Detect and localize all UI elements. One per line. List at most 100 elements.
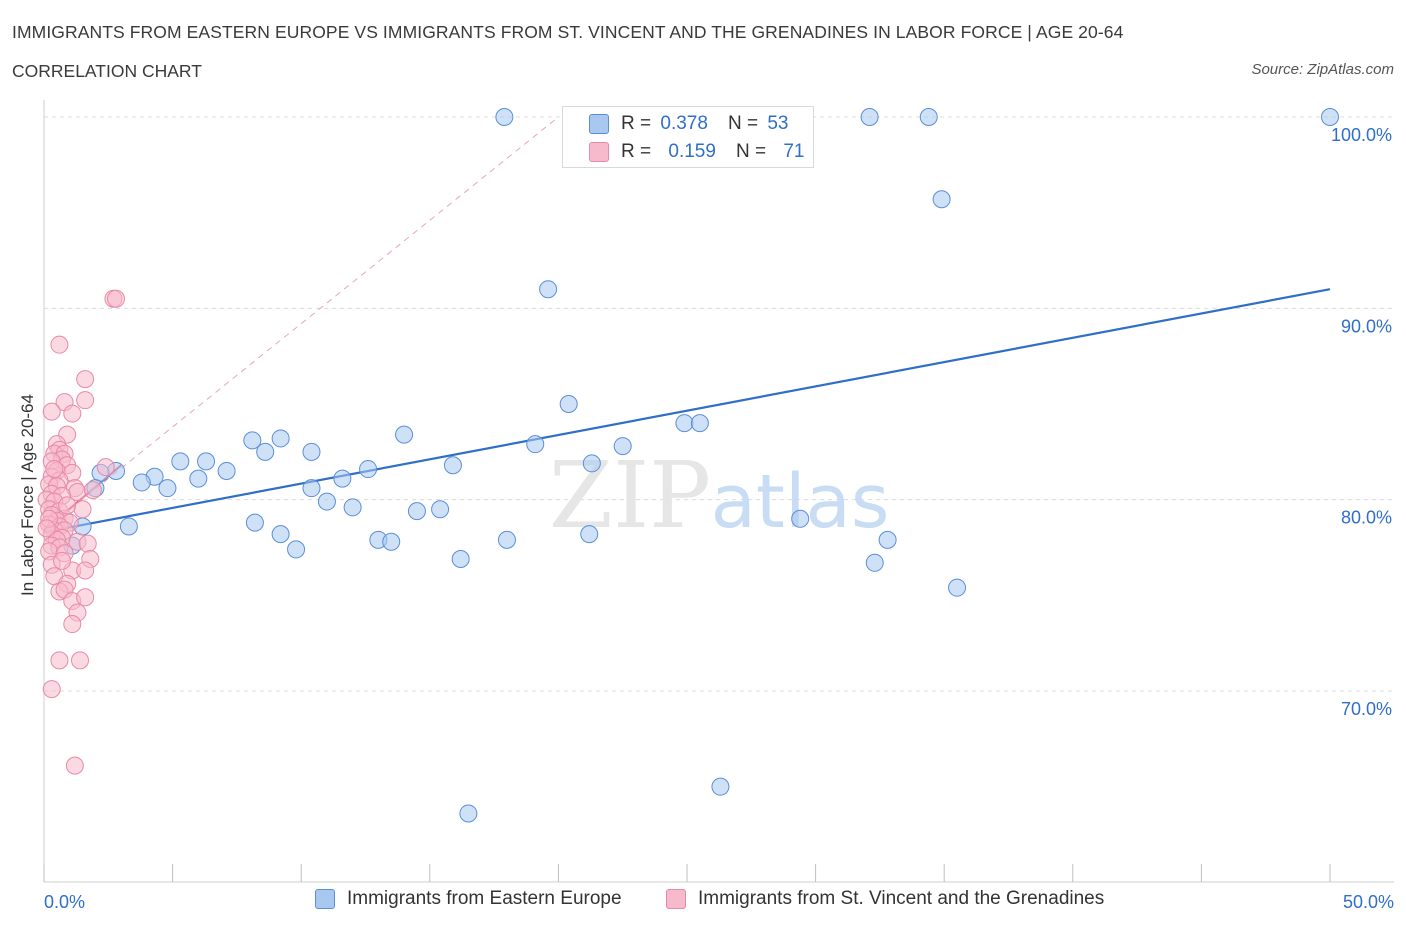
point-st-vincent — [96, 458, 115, 477]
n-value: 71 — [783, 141, 805, 162]
point-st-vincent — [107, 289, 126, 308]
point-eastern-europe — [119, 517, 138, 536]
bottom-legend: Immigrants from Eastern Europe Immigrant… — [0, 888, 1406, 918]
legend-label-st-vincent: Immigrants from St. Vincent and the Gren… — [698, 888, 1105, 909]
point-st-vincent — [83, 481, 102, 500]
chart-title: IMMIGRANTS FROM EASTERN EUROPE VS IMMIGR… — [12, 22, 1124, 42]
watermark-atlas: atlas — [711, 459, 890, 545]
y-tick-label: 80.0% — [1341, 508, 1392, 528]
data-points — [37, 108, 1339, 823]
point-eastern-europe — [333, 469, 352, 488]
point-st-vincent — [50, 651, 69, 670]
point-eastern-europe — [245, 513, 264, 532]
point-eastern-europe — [302, 442, 321, 461]
point-eastern-europe — [443, 456, 462, 475]
point-eastern-europe — [217, 461, 236, 480]
point-eastern-europe — [287, 540, 306, 559]
point-eastern-europe — [343, 498, 362, 517]
watermark: ZIP atlas — [549, 442, 890, 549]
point-eastern-europe — [526, 435, 545, 454]
point-eastern-europe — [865, 553, 884, 572]
correlation-legend: R = 0.378 N = 53 R = 0.159 N = 71 — [562, 106, 814, 168]
point-eastern-europe — [359, 460, 378, 479]
point-eastern-europe — [302, 479, 321, 498]
point-eastern-europe — [243, 431, 262, 450]
r-label: R = — [621, 113, 652, 134]
correlation-row-eastern-europe: R = 0.378 N = 53 — [589, 112, 788, 136]
point-eastern-europe — [395, 425, 414, 444]
point-eastern-europe — [271, 525, 290, 544]
point-eastern-europe — [613, 437, 632, 456]
point-eastern-europe — [497, 530, 516, 549]
point-eastern-europe — [495, 108, 514, 126]
r-label: R = — [621, 141, 652, 162]
chart-subtitle: CORRELATION CHART — [12, 61, 202, 81]
point-eastern-europe — [791, 509, 810, 528]
point-st-vincent — [42, 680, 61, 699]
y-tick-label: 90.0% — [1341, 316, 1392, 336]
point-st-vincent — [76, 370, 95, 389]
tick-labels: 70.0% 80.0% 90.0% 100.0% 0.0% 50.0% — [44, 125, 1394, 912]
point-eastern-europe — [1321, 108, 1339, 126]
point-eastern-europe — [559, 395, 578, 413]
y-axis-label: In Labor Force | Age 20-64 — [18, 394, 37, 596]
legend-label-eastern-europe: Immigrants from Eastern Europe — [347, 888, 622, 909]
point-eastern-europe — [860, 108, 879, 126]
point-eastern-europe — [932, 190, 951, 209]
point-st-vincent — [73, 500, 92, 519]
point-eastern-europe — [675, 414, 694, 433]
point-eastern-europe — [317, 492, 336, 511]
point-st-vincent — [37, 519, 56, 538]
n-label: N = — [727, 113, 759, 134]
r-value: 0.378 — [660, 113, 708, 134]
point-eastern-europe — [407, 502, 426, 521]
n-value: 53 — [767, 113, 789, 134]
point-eastern-europe — [132, 473, 151, 492]
point-eastern-europe — [580, 525, 599, 544]
point-st-vincent — [63, 615, 82, 634]
point-st-vincent — [58, 496, 77, 515]
point-eastern-europe — [711, 777, 730, 796]
point-eastern-europe — [919, 108, 938, 126]
point-eastern-europe — [582, 454, 601, 473]
watermark-zip: ZIP — [549, 442, 711, 549]
point-eastern-europe — [271, 429, 290, 448]
point-eastern-europe — [197, 452, 216, 471]
legend-swatch-eastern-europe — [315, 889, 335, 909]
point-eastern-europe — [431, 500, 450, 519]
point-st-vincent — [76, 391, 95, 410]
point-eastern-europe — [948, 578, 967, 597]
y-tick-label: 70.0% — [1341, 699, 1392, 719]
point-eastern-europe — [451, 549, 470, 568]
point-st-vincent — [53, 551, 72, 570]
y-tick-label: 100.0% — [1331, 125, 1392, 145]
correlation-row-st-vincent: R = 0.159 N = 71 — [589, 140, 804, 164]
point-eastern-europe — [256, 442, 275, 461]
legend-item-st-vincent[interactable]: Immigrants from St. Vincent and the Gren… — [666, 888, 1104, 910]
point-eastern-europe — [690, 414, 709, 433]
eastern-europe-swatch — [589, 114, 609, 134]
st-vincent-swatch — [589, 142, 609, 162]
point-st-vincent — [50, 335, 69, 354]
r-value: 0.159 — [668, 141, 716, 162]
point-eastern-europe — [382, 532, 401, 551]
point-eastern-europe — [878, 530, 897, 549]
n-label: N = — [735, 141, 767, 162]
point-st-vincent — [65, 756, 84, 775]
point-eastern-europe — [459, 804, 478, 823]
point-st-vincent — [71, 651, 90, 670]
point-st-vincent — [63, 404, 82, 423]
source-label: Source: ZipAtlas.com — [1251, 61, 1394, 78]
point-eastern-europe — [171, 452, 190, 471]
point-st-vincent — [45, 460, 64, 479]
point-eastern-europe — [189, 469, 208, 488]
point-eastern-europe — [539, 280, 558, 299]
legend-item-eastern-europe[interactable]: Immigrants from Eastern Europe — [315, 888, 622, 910]
x-tick-label: 50.0% — [1343, 892, 1394, 912]
point-st-vincent — [78, 534, 97, 553]
trend-line-eastern-europe — [43, 288, 1331, 534]
legend-swatch-st-vincent — [666, 889, 686, 909]
point-eastern-europe — [158, 479, 177, 498]
point-st-vincent — [76, 588, 95, 607]
